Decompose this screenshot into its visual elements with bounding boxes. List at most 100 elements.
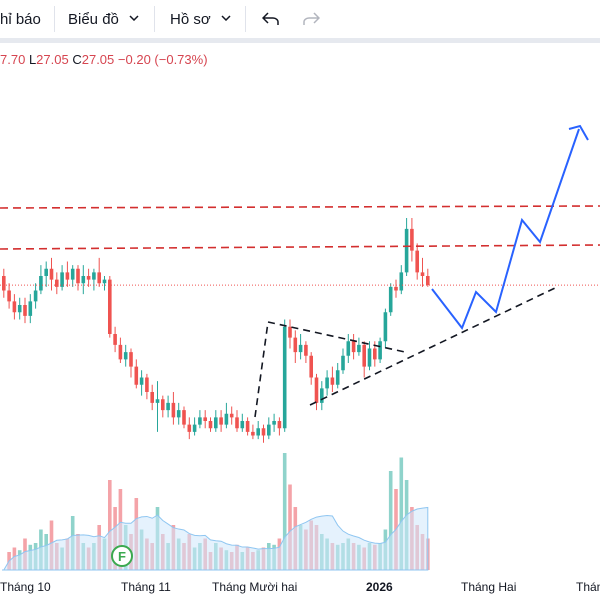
candle-body [314,377,319,403]
time-axis: Tháng 10 Tháng 11 Tháng Mười hai 2026 Th… [0,580,600,594]
resistance-line-lower [0,244,600,250]
candle-body [335,370,340,385]
time-axis-label: Thán [576,580,600,594]
low-value: 27.05 [36,52,69,67]
candle-body [65,272,70,280]
candle-body [182,410,186,425]
candle-body [378,341,382,360]
candle-body [362,344,366,367]
candle-body [108,279,112,334]
candle-body [277,421,282,429]
top-toolbar: hỉ báo Biểu đồ Hồ sơ [0,0,600,38]
undo-button[interactable] [262,0,280,38]
candle-body [150,392,154,403]
profile-menu[interactable]: Hồ sơ [170,0,231,38]
ohlc-legend: 7.70 L27.05 C27.05 −0.20 (−0.73%) [0,52,208,67]
toolbar-divider [54,6,55,32]
time-axis-label: Tháng Mười hai [212,580,297,594]
volume-bar [388,471,393,570]
volume-bar [282,453,287,570]
candle-body [102,279,107,284]
candle-body [383,312,388,342]
candle-body [203,417,207,421]
event-marker-label: F [118,549,126,564]
candle-body [320,388,324,403]
candle-body [298,344,303,353]
candle-body [113,334,117,345]
candle-body [420,272,425,276]
projection-path [431,128,580,331]
candle-body [304,344,308,356]
projection-arrowhead [568,124,589,141]
candle-body [426,276,430,286]
low-label: L [28,52,37,67]
candle-body [81,276,86,284]
candle-body [282,326,287,429]
candle-body [129,352,133,367]
candle-body [373,348,377,360]
redo-button[interactable] [302,0,320,38]
candle-body [17,305,22,313]
chart-menu-label: Biểu đồ [68,10,119,28]
candle-body [267,424,271,436]
chart-menu[interactable]: Biểu đồ [68,0,139,38]
candle-body [219,417,223,425]
candle-body [330,377,335,385]
candle-body [161,399,165,411]
event-marker-circle [111,545,133,567]
candle-body [367,348,372,367]
candle-body [145,377,149,392]
candle-body [415,250,419,273]
candle-body [7,290,11,302]
resistance-line-upper [0,205,600,209]
time-axis-label: 2026 [366,580,393,594]
candle-body [214,417,218,429]
chevron-down-icon [221,15,231,21]
candle-body [118,344,123,360]
candle-body [33,290,38,302]
candle-body [123,352,128,360]
time-axis-label: Tháng 10 [0,580,51,594]
candle-body [134,366,139,385]
candle-body [92,272,96,280]
candle-body [155,399,160,403]
event-marker[interactable]: F [111,545,133,567]
volume-ma-area [2,506,429,571]
candle-body [23,305,27,316]
candle-body [2,276,6,291]
candle-body [272,421,276,425]
volume-bar [108,480,112,570]
undo-icon [262,12,279,25]
candle-body [351,341,356,353]
close-label: C [72,52,82,67]
candle-body [394,286,398,291]
time-axis-label: Tháng 11 [121,580,171,594]
chevron-down-icon [129,15,139,21]
toolbar-border [0,38,600,43]
time-axis-label: Tháng Hai [461,580,516,594]
candle-body [346,341,351,356]
candle-body [44,268,48,276]
candle-body [192,424,197,432]
close-value: 27.05 [81,52,115,67]
candle-body [229,413,234,418]
candle-body [176,410,181,418]
triangle-lower-edge [309,287,556,406]
candle-body [97,272,101,284]
candle-body [208,421,213,429]
candle-body [357,344,361,353]
candle-body [410,228,414,251]
candle-body [39,276,43,291]
volume-bar [399,457,404,570]
candle-body [404,228,409,273]
candle-body [399,272,404,291]
alert-menu[interactable]: hỉ báo [0,0,41,38]
candle-body [12,301,17,313]
candle-body [28,301,33,316]
candle-body [76,268,80,284]
triangle-pattern [254,287,556,418]
candle-body [251,431,255,436]
candle-body [240,421,245,429]
candle-body [388,286,393,313]
